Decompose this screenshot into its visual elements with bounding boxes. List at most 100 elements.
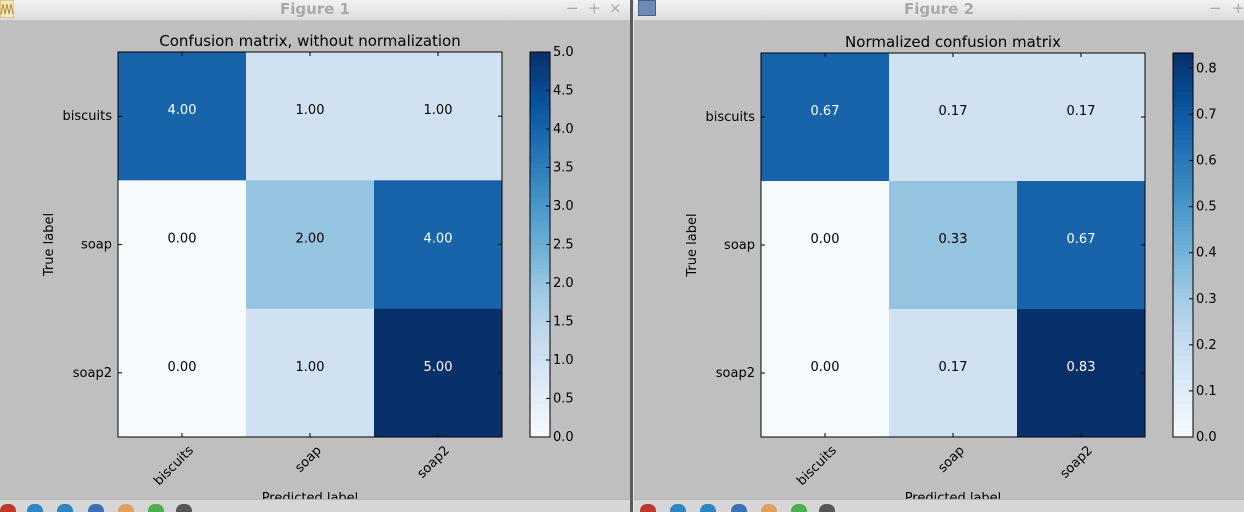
colorbar-segment xyxy=(530,234,550,241)
minimize-button[interactable]: − xyxy=(566,0,579,17)
colorbar-segment xyxy=(1173,182,1193,188)
heatmap-cell xyxy=(1017,181,1146,310)
home-icon[interactable] xyxy=(0,504,16,512)
heatmap-cell xyxy=(761,309,890,438)
colorbar-tick-label: 0.3 xyxy=(1196,292,1217,307)
colorbar-segment xyxy=(1173,365,1193,371)
colorbar-segment xyxy=(1173,197,1193,203)
colorbar-segment xyxy=(530,244,550,250)
colorbar-segment xyxy=(530,379,550,385)
heatmap-cell xyxy=(1017,309,1146,438)
y-tick-label: biscuits xyxy=(62,109,112,124)
colorbar-segment xyxy=(1173,408,1193,414)
colorbar-segment xyxy=(1173,77,1193,83)
heatmap-cell xyxy=(246,308,375,438)
forward-icon[interactable] xyxy=(57,504,73,512)
colorbar-segment xyxy=(530,124,550,130)
colorbar-segment xyxy=(530,119,550,125)
figure-1-titlebar[interactable]: Figure 1 − + × xyxy=(0,0,630,21)
colorbar-segment xyxy=(1173,427,1193,433)
colorbar-segment xyxy=(1173,163,1193,169)
colorbar-segment xyxy=(1173,81,1193,88)
y-axis-label: True label xyxy=(42,213,57,277)
colorbar-segment xyxy=(1173,288,1193,294)
maximize-button[interactable]: + xyxy=(588,0,601,17)
colorbar-segment xyxy=(1173,230,1193,236)
heatmap-cell xyxy=(889,53,1018,182)
colorbar-segment xyxy=(1173,177,1193,184)
window-title: Figure 1 xyxy=(279,0,351,18)
colorbar-segment xyxy=(1173,240,1193,246)
colorbar-segment xyxy=(1173,211,1193,217)
colorbar-segment xyxy=(1173,278,1193,284)
colorbar-segment xyxy=(1173,269,1193,275)
colorbar-segment xyxy=(1173,245,1193,251)
colorbar-tick-label: 0.5 xyxy=(553,392,574,407)
colorbar-segment xyxy=(1173,72,1193,78)
figure-2-toolbar xyxy=(634,499,1244,512)
colorbar-segment xyxy=(530,201,550,207)
cell-value-label: 0.17 xyxy=(1067,104,1096,119)
colorbar-tick-label: 0.0 xyxy=(1196,430,1217,445)
cell-value-label: 0.67 xyxy=(1067,232,1096,247)
colorbar-segment xyxy=(1173,393,1193,400)
colorbar-segment xyxy=(1173,187,1193,193)
chart-title: Confusion matrix, without normalization xyxy=(159,32,461,50)
colorbar-segment xyxy=(530,350,550,356)
colorbar-segment xyxy=(530,393,550,400)
colorbar-segment xyxy=(1173,105,1193,112)
cell-value-label: 0.17 xyxy=(939,104,968,119)
colorbar-segment xyxy=(530,316,550,323)
cell-value-label: 4.00 xyxy=(168,103,197,118)
colorbar-segment xyxy=(530,268,550,274)
colorbar-tick-label: 2.5 xyxy=(553,238,574,253)
colorbar-segment xyxy=(530,133,550,140)
y-tick-label: soap2 xyxy=(716,366,755,381)
colorbar-segment xyxy=(530,412,550,419)
colorbar-segment xyxy=(530,104,550,111)
home-icon[interactable] xyxy=(640,504,656,512)
subplots-icon[interactable] xyxy=(148,504,164,512)
close-button[interactable]: × xyxy=(609,0,622,17)
pan-icon[interactable] xyxy=(731,504,747,512)
cell-value-label: 0.00 xyxy=(168,360,197,375)
colorbar-segment xyxy=(1173,259,1193,265)
colorbar-segment xyxy=(530,297,550,303)
colorbar-segment xyxy=(1173,168,1193,174)
x-tick-label: soap2 xyxy=(414,443,452,481)
subplots-icon[interactable] xyxy=(791,504,807,512)
colorbar-tick-label: 4.0 xyxy=(553,122,574,137)
colorbar-segment xyxy=(530,427,550,433)
colorbar-segment xyxy=(1173,360,1193,366)
x-tick-label: soap2 xyxy=(1057,443,1095,481)
save-icon[interactable] xyxy=(176,504,192,512)
colorbar-segment xyxy=(1173,91,1193,97)
minimize-button[interactable]: − xyxy=(1209,0,1222,17)
figure-2-titlebar[interactable]: Figure 2 − + xyxy=(634,0,1244,21)
zoom-icon[interactable] xyxy=(761,504,777,512)
colorbar-tick-label: 0.0 xyxy=(553,430,574,445)
colorbar-segment xyxy=(530,85,550,92)
back-icon[interactable] xyxy=(670,504,686,512)
cell-value-label: 1.00 xyxy=(424,103,453,118)
colorbar-segment xyxy=(530,249,550,255)
back-icon[interactable] xyxy=(27,504,43,512)
forward-icon[interactable] xyxy=(700,504,716,512)
y-tick-label: biscuits xyxy=(705,110,755,125)
colorbar-segment xyxy=(1173,144,1193,150)
colorbar-segment xyxy=(1173,53,1193,59)
cell-value-label: 5.00 xyxy=(424,360,453,375)
colorbar-tick-label: 5.0 xyxy=(553,45,574,60)
heatmap-cell xyxy=(889,181,1018,310)
maximize-button[interactable]: + xyxy=(1232,0,1244,17)
pan-icon[interactable] xyxy=(88,504,104,512)
colorbar-segment xyxy=(1173,336,1193,342)
y-tick-label: soap2 xyxy=(73,366,112,381)
colorbar-segment xyxy=(1173,67,1193,73)
colorbar-segment xyxy=(530,239,550,246)
colorbar-segment xyxy=(530,148,550,154)
zoom-icon[interactable] xyxy=(118,504,134,512)
save-icon[interactable] xyxy=(819,504,835,512)
colorbar-segment xyxy=(530,254,550,260)
colorbar-segment xyxy=(530,278,550,284)
